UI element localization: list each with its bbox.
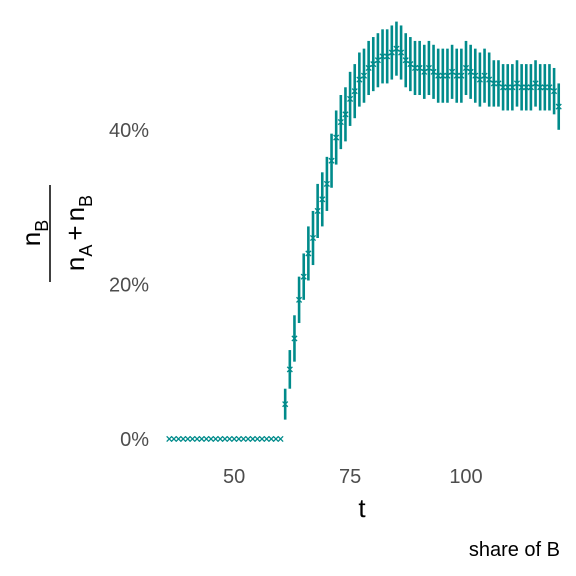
- data-point: [435, 72, 442, 79]
- data-point: [282, 401, 289, 408]
- numerator-base: n: [16, 232, 46, 246]
- data-point: [226, 435, 233, 443]
- data-point: [203, 435, 210, 443]
- denominator-plus: +: [60, 225, 90, 240]
- data-point: [458, 72, 465, 79]
- data-point: [333, 134, 340, 141]
- data-point: [263, 435, 270, 443]
- data-point: [319, 196, 326, 203]
- data-point: [231, 435, 238, 443]
- data-point: [541, 84, 548, 91]
- data-point: [347, 95, 354, 102]
- data-point: [249, 435, 256, 443]
- x-tick-label: 50: [223, 466, 245, 488]
- y-label-denominator: nA+nB: [60, 195, 96, 271]
- y-axis-ticks: 0% 20% 40%: [109, 120, 149, 451]
- data-point: [360, 72, 368, 79]
- data-point: [189, 435, 196, 443]
- data-point: [500, 84, 507, 91]
- data-point: [411, 64, 419, 72]
- denominator-base-b: n: [60, 207, 90, 221]
- data-point: [323, 180, 330, 187]
- x-axis-title: t: [358, 493, 366, 523]
- data-point: [342, 111, 349, 118]
- data-point: [523, 84, 530, 91]
- x-tick-label: 75: [339, 466, 361, 488]
- plot-area: [166, 21, 562, 443]
- data-point: [555, 103, 562, 110]
- data-point: [439, 72, 446, 79]
- y-axis-title: nB nA+nB: [16, 185, 96, 282]
- numerator-sub: B: [32, 220, 52, 232]
- data-point: [300, 273, 307, 280]
- data-point: [272, 435, 279, 443]
- data-point: [217, 435, 224, 443]
- data-point: [398, 49, 405, 56]
- y-label-numerator: nB: [16, 220, 52, 246]
- data-point: [175, 435, 182, 443]
- data-point: [551, 88, 558, 95]
- data-point: [207, 435, 215, 443]
- data-point: [537, 84, 544, 91]
- data-point: [305, 250, 312, 257]
- data-point: [328, 157, 335, 164]
- denominator-sub-a: A: [76, 245, 96, 257]
- data-point: [221, 435, 228, 443]
- data-point: [309, 234, 317, 242]
- denominator-sub-b: B: [76, 195, 96, 207]
- data-point: [245, 435, 252, 443]
- caption: share of B: [469, 539, 560, 561]
- data-point: [518, 84, 525, 91]
- data-point: [194, 435, 201, 443]
- data-point: [258, 435, 266, 443]
- data-point: [337, 119, 344, 126]
- y-tick-label: 40%: [109, 120, 149, 142]
- data-point: [254, 435, 261, 443]
- data-point: [198, 435, 205, 443]
- data-point: [268, 435, 275, 443]
- denominator-base-a: n: [60, 257, 90, 271]
- y-tick-label: 20%: [109, 274, 149, 296]
- data-point: [277, 435, 284, 443]
- data-point: [504, 84, 511, 91]
- y-tick-label: 0%: [120, 429, 149, 451]
- data-point: [286, 366, 293, 373]
- data-point: [212, 435, 219, 443]
- data-point: [235, 435, 242, 443]
- data-point: [490, 80, 497, 87]
- data-point: [180, 435, 187, 443]
- data-point: [314, 207, 321, 215]
- data-point: [184, 435, 191, 443]
- x-axis-ticks: 50 75 100: [223, 466, 483, 488]
- x-tick-label: 100: [449, 466, 482, 488]
- data-point: [296, 296, 303, 303]
- data-point: [379, 53, 386, 60]
- data-point: [170, 435, 177, 443]
- data-point: [166, 435, 173, 443]
- data-point: [351, 88, 358, 95]
- data-point: [291, 335, 298, 342]
- data-point: [240, 435, 247, 443]
- data-point: [453, 72, 460, 79]
